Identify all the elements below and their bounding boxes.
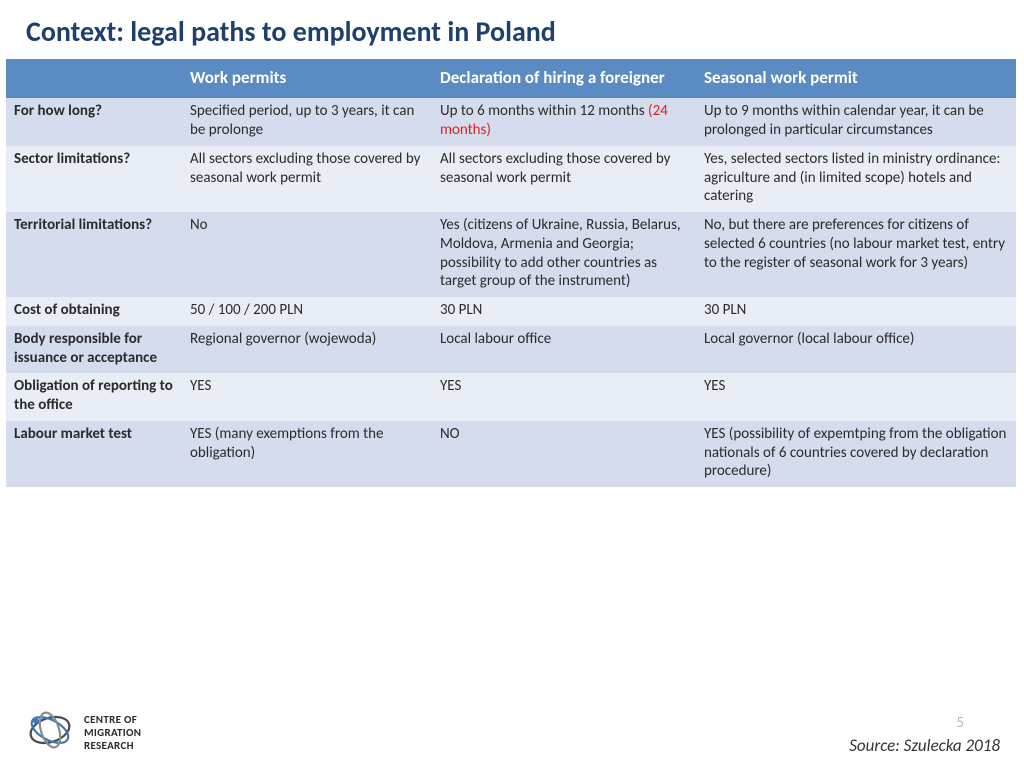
table-cell: YES (possibility of expemtping from the … [696,421,1016,487]
table-row: For how long?Specified period, up to 3 y… [6,98,1016,146]
emphasis-text: (24 months) [440,102,668,139]
logo-block: CENTRE OF MIGRATION RESEARCH [26,709,141,756]
table-row: Body responsible for issuance or accepta… [6,326,1016,374]
table-cell: No [182,212,432,297]
logo-line1: CENTRE OF [84,713,141,726]
page-title: Context: legal paths to employment in Po… [0,0,1024,59]
row-label: Body responsible for issuance or accepta… [6,326,182,374]
row-label: Territorial limitations? [6,212,182,297]
table-cell: 30 PLN [696,297,1016,326]
logo-line2: MIGRATION [84,726,141,739]
logo-line3: RESEARCH [84,739,141,752]
footer: CENTRE OF MIGRATION RESEARCH Source: Szu… [26,709,1000,756]
table-cell: Specified period, up to 3 years, it can … [182,98,432,146]
row-label: Sector limitations? [6,146,182,212]
table-row: Obligation of reporting to the officeYES… [6,373,1016,421]
logo-icon [26,709,74,756]
table-row: Territorial limitations?NoYes (citizens … [6,212,1016,297]
row-label: Labour market test [6,421,182,487]
table-cell: Local labour office [432,326,696,374]
table-header-col3: Seasonal work permit [696,59,1016,98]
table-cell: All sectors excluding those covered by s… [182,146,432,212]
row-label: For how long? [6,98,182,146]
table-row: Labour market testYES (many exemptions f… [6,421,1016,487]
table-row: Sector limitations?All sectors excluding… [6,146,1016,212]
table-header-corner [6,59,182,98]
table-header-row: Work permits Declaration of hiring a for… [6,59,1016,98]
table-cell: Up to 6 months within 12 months (24 mont… [432,98,696,146]
comparison-table: Work permits Declaration of hiring a for… [6,59,1016,487]
table-cell: No, but there are preferences for citize… [696,212,1016,297]
row-label: Obligation of reporting to the office [6,373,182,421]
table-cell: 30 PLN [432,297,696,326]
logo-text: CENTRE OF MIGRATION RESEARCH [84,713,141,753]
table-cell: Yes (citizens of Ukraine, Russia, Belaru… [432,212,696,297]
table-cell: NO [432,421,696,487]
table-body: For how long?Specified period, up to 3 y… [6,98,1016,487]
table-header-col2: Declaration of hiring a foreigner [432,59,696,98]
row-label: Cost of obtaining [6,297,182,326]
table-cell: YES [182,373,432,421]
source-citation: Source: Szulecka 2018 [849,735,1000,756]
table-cell: All sectors excluding those covered by s… [432,146,696,212]
table-cell: YES [696,373,1016,421]
table-cell: Local governor (local labour office) [696,326,1016,374]
table-cell: Yes, selected sectors listed in ministry… [696,146,1016,212]
table-cell: YES (many exemptions from the obligation… [182,421,432,487]
table-cell: Regional governor (wojewoda) [182,326,432,374]
table-cell: YES [432,373,696,421]
table-cell: Up to 9 months within calendar year, it … [696,98,1016,146]
table-row: Cost of obtaining50 / 100 / 200 PLN30 PL… [6,297,1016,326]
table-cell: 50 / 100 / 200 PLN [182,297,432,326]
table-header-col1: Work permits [182,59,432,98]
